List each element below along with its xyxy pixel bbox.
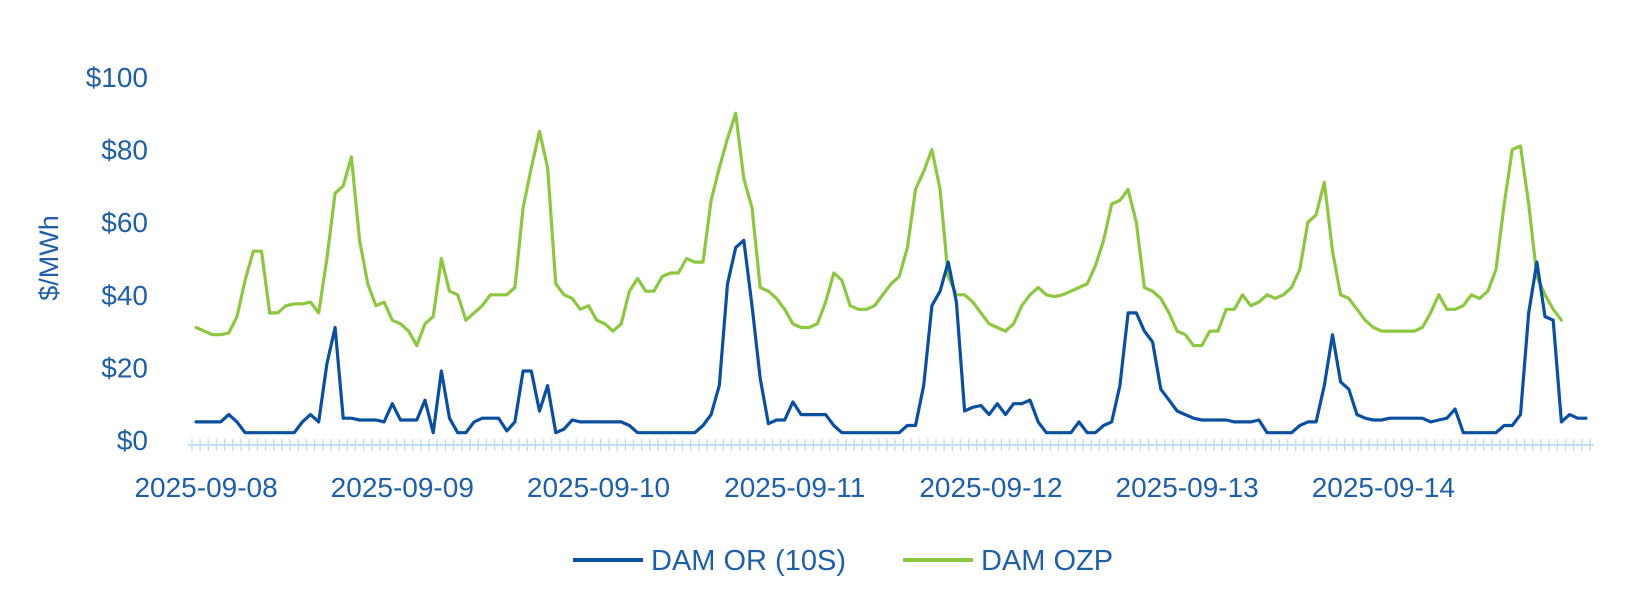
y-axis-tick-labels: $0 $20 $40 $60 $80 $100 [86,62,148,456]
y-tick-label: $100 [86,62,148,93]
series-line [194,111,1564,348]
y-tick-label: $60 [101,207,148,238]
legend: DAM OR (10S) DAM OZP [573,545,1113,577]
series-line [194,238,1588,435]
x-tick-label: 2025-09-08 [134,472,277,503]
series-lines [194,111,1588,435]
legend-label: DAM OR (10S) [651,545,846,577]
y-tick-label: $0 [117,425,148,456]
y-tick-label: $80 [101,135,148,166]
x-tick-label: 2025-09-09 [331,472,474,503]
y-axis-title: $/MWh [34,215,64,301]
x-tick-label: 2025-09-10 [527,472,670,503]
x-tick-label: 2025-09-13 [1116,472,1259,503]
x-tick-label: 2025-09-14 [1312,472,1455,503]
x-axis [188,439,1594,451]
x-tick-label: 2025-09-11 [724,472,865,503]
y-tick-label: $20 [101,352,148,383]
x-tick-label: 2025-09-12 [919,472,1062,503]
x-axis-tick-labels: 2025-09-08 2025-09-09 2025-09-10 2025-09-11… [134,472,1454,503]
legend-label: DAM OZP [981,545,1113,577]
y-tick-label: $40 [101,280,148,311]
